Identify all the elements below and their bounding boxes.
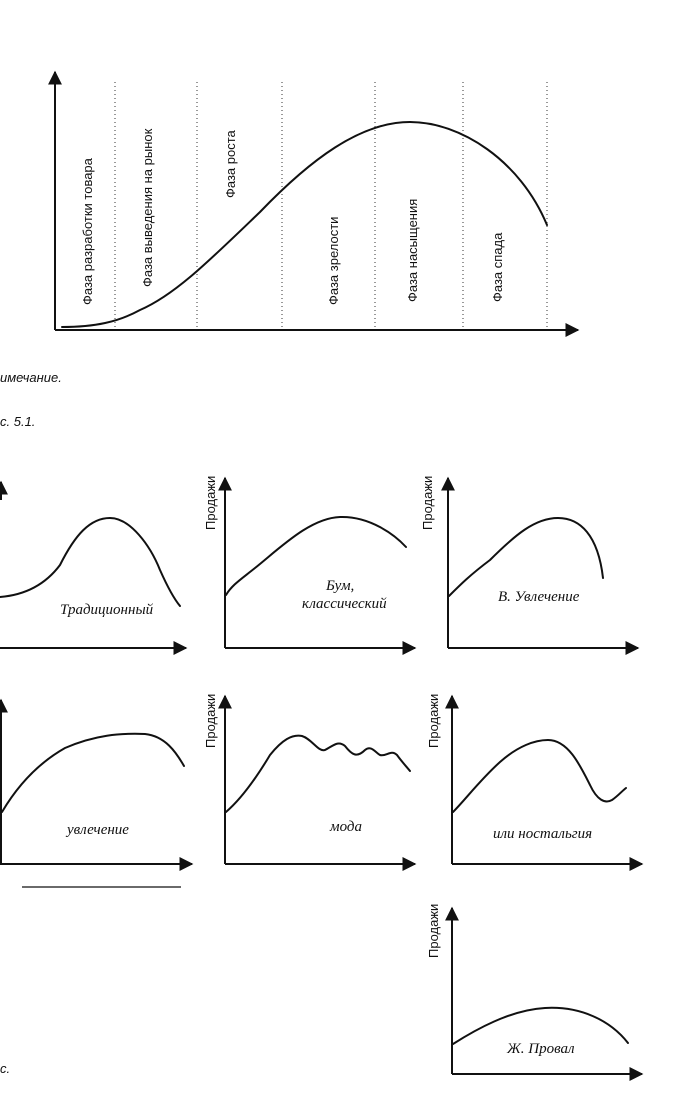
boom-curve [225, 515, 407, 596]
failure-label: Ж. Провал [506, 1041, 575, 1057]
nostalgia-curve [452, 739, 627, 813]
chart-fashion: Продажи мода [203, 694, 417, 871]
y-axis-label: Продажи [426, 694, 441, 748]
chart-nostalgia: Продажи или ностальгия [426, 694, 644, 871]
fad-label: В. Увлечение [498, 589, 580, 605]
life-cycle-curve [61, 121, 548, 328]
traditional-label: Традиционный [60, 602, 154, 618]
y-axis-label: Продажи [420, 476, 435, 530]
chart-traditional: Традиционный [0, 480, 188, 655]
fashion-curve [225, 734, 411, 813]
main-diagram: Фаза разработки товара Фаза выведения на… [48, 70, 580, 337]
chart-extended-fad: увлечение [0, 698, 194, 888]
y-axis-label: Продажи [426, 904, 441, 958]
boom-label-line1: Бум, [325, 578, 354, 594]
y-axis-label: Продажи [203, 694, 218, 748]
fashion-label: мода [329, 819, 362, 835]
fad-curve [448, 517, 604, 597]
chart-fad: Продажи В. Увлечение [420, 476, 640, 655]
phase-label-decline: Фаза спада [490, 232, 505, 302]
phase-label-maturity: Фаза зрелости [326, 217, 341, 305]
traditional-curve [0, 517, 181, 607]
figure-caption: с. 5.1. [0, 414, 35, 429]
extended-fad-label: увлечение [65, 822, 129, 838]
chart-failure: Продажи Ж. Провал [426, 904, 644, 1081]
bottom-caption: с. [0, 1061, 10, 1076]
boom-label-line2: классический [302, 596, 387, 612]
phase-label-introduction: Фаза выведения на рынок [140, 128, 155, 287]
nostalgia-label: или ностальгия [493, 826, 592, 842]
phase-label-development: Фаза разработки товара [80, 157, 95, 305]
chart-boom: Продажи Бум, классический [203, 476, 417, 655]
extended-fad-curve [1, 732, 185, 813]
failure-curve [452, 1006, 629, 1045]
phase-label-saturation: Фаза насыщения [405, 199, 420, 302]
y-axis-label: Продажи [203, 476, 218, 530]
phase-label-growth: Фаза роста [223, 129, 238, 198]
note-text: имечание. [0, 370, 62, 385]
